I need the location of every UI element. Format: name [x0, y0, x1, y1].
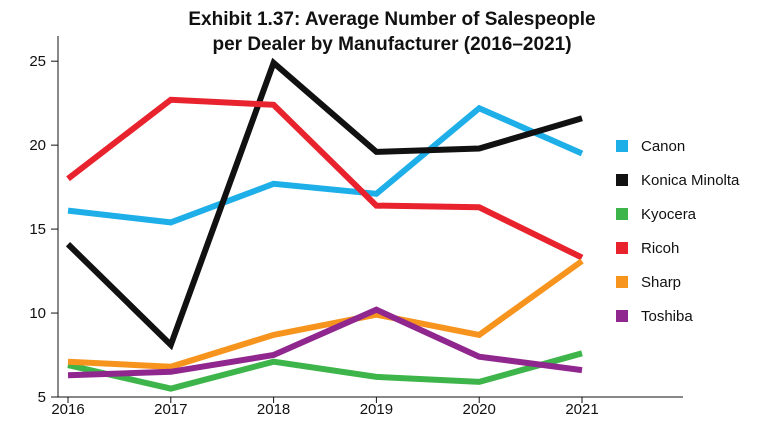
series-line-ricoh	[66, 96, 584, 261]
series-line-sharp	[67, 258, 584, 370]
y-tick-label: 10	[29, 305, 46, 322]
x-tick-label: 2020	[463, 401, 496, 418]
x-tick-label: 2016	[51, 401, 84, 418]
chart-title-line-2: per Dealer by Manufacturer (2016–2021)	[212, 34, 571, 55]
legend-label-konica-minolta: Konica Minolta	[641, 172, 740, 189]
legend-label-kyocera: Kyocera	[641, 206, 697, 223]
legend-swatch-toshiba	[616, 310, 628, 322]
y-tick-label: 15	[29, 221, 46, 238]
y-tick-label: 5	[38, 389, 46, 406]
axes	[57, 36, 683, 398]
legend-label-canon: Canon	[641, 138, 685, 155]
x-tick-label: 2017	[154, 401, 187, 418]
series-lines	[65, 57, 584, 392]
series-line-konica-minolta	[65, 57, 583, 351]
y-tick-label: 25	[29, 53, 46, 70]
legend-swatch-kyocera	[616, 208, 628, 220]
x-tick-label: 2019	[360, 401, 393, 418]
tick-labels: 5 10 15 20 25 2016 2017 2018 2019 2020 2021	[29, 53, 598, 418]
series-line-canon	[67, 104, 584, 226]
legend: Canon Konica Minolta Kyocera Ricoh Sharp Tosh…	[616, 138, 740, 325]
series-line-kyocera	[67, 350, 583, 392]
legend-swatch-konica-minolta	[616, 174, 628, 186]
legend-label-ricoh: Ricoh	[641, 240, 679, 257]
legend-swatch-sharp	[616, 276, 628, 288]
x-tick-label: 2018	[257, 401, 290, 418]
x-tick-label: 2021	[565, 401, 598, 418]
y-tick-label: 20	[29, 137, 46, 154]
chart-title-line-1: Exhibit 1.37: Average Number of Salespeo…	[188, 9, 595, 30]
legend-swatch-ricoh	[616, 242, 628, 254]
series-line-toshiba	[67, 306, 583, 379]
legend-swatch-canon	[616, 140, 628, 152]
legend-label-toshiba: Toshiba	[641, 308, 693, 325]
legend-label-sharp: Sharp	[641, 274, 681, 291]
